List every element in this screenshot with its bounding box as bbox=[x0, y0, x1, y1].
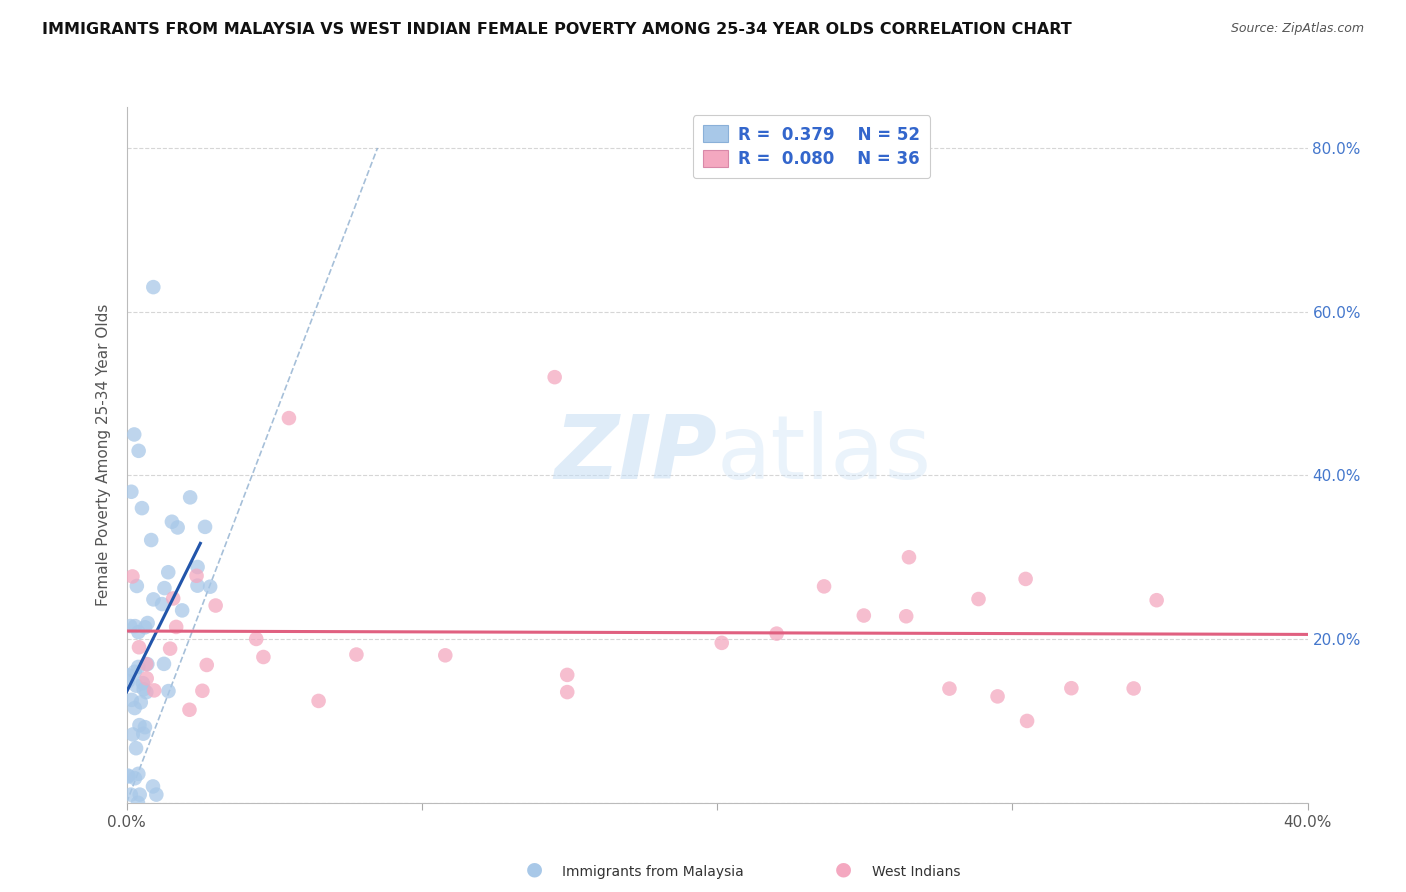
Point bbox=[159, 641, 181, 656]
Point bbox=[134, 720, 156, 734]
Point bbox=[896, 609, 918, 624]
Point bbox=[987, 690, 1010, 704]
Text: ZIP: ZIP bbox=[554, 411, 717, 499]
Point bbox=[142, 592, 165, 607]
Point bbox=[128, 788, 150, 802]
Point bbox=[434, 648, 457, 663]
Point bbox=[346, 648, 368, 662]
Point bbox=[120, 484, 142, 499]
Point bbox=[179, 703, 201, 717]
Point bbox=[125, 579, 148, 593]
Point bbox=[117, 769, 139, 783]
Point bbox=[143, 683, 166, 698]
Point bbox=[308, 694, 330, 708]
Point bbox=[127, 767, 149, 781]
Point bbox=[153, 581, 176, 595]
Point bbox=[132, 727, 155, 741]
Point bbox=[136, 657, 159, 671]
Point bbox=[135, 671, 157, 685]
Point bbox=[135, 685, 157, 699]
Point bbox=[128, 443, 150, 458]
Point bbox=[1014, 572, 1036, 586]
Point bbox=[127, 796, 149, 810]
Point bbox=[245, 632, 267, 646]
Point bbox=[141, 533, 163, 547]
Point bbox=[128, 718, 150, 732]
Point bbox=[252, 650, 274, 665]
Point bbox=[1060, 681, 1083, 696]
Point bbox=[186, 569, 208, 583]
Point bbox=[157, 566, 180, 580]
Point bbox=[187, 560, 209, 574]
Point bbox=[142, 780, 165, 794]
Point bbox=[135, 657, 157, 672]
Point bbox=[813, 579, 835, 593]
Text: Immigrants from Malaysia: Immigrants from Malaysia bbox=[562, 864, 744, 879]
Y-axis label: Female Poverty Among 25-34 Year Olds: Female Poverty Among 25-34 Year Olds bbox=[96, 304, 111, 606]
Text: West Indians: West Indians bbox=[872, 864, 960, 879]
Point bbox=[124, 701, 146, 715]
Point bbox=[165, 620, 187, 634]
Point bbox=[122, 427, 145, 442]
Point bbox=[120, 788, 142, 802]
Point bbox=[198, 580, 221, 594]
Point bbox=[129, 695, 152, 709]
Point bbox=[543, 370, 565, 384]
Point bbox=[142, 280, 165, 294]
Point bbox=[136, 615, 159, 630]
Point bbox=[555, 668, 578, 682]
Point bbox=[186, 579, 208, 593]
Point bbox=[162, 591, 184, 606]
Point bbox=[125, 679, 148, 693]
Point bbox=[132, 676, 155, 690]
Text: atlas: atlas bbox=[717, 411, 932, 499]
Text: IMMIGRANTS FROM MALAYSIA VS WEST INDIAN FEMALE POVERTY AMONG 25-34 YEAR OLDS COR: IMMIGRANTS FROM MALAYSIA VS WEST INDIAN … bbox=[42, 22, 1071, 37]
Text: ●: ● bbox=[526, 860, 543, 879]
Point bbox=[710, 636, 733, 650]
Point bbox=[852, 608, 875, 623]
Point bbox=[204, 599, 226, 613]
Point bbox=[938, 681, 960, 696]
Text: Source: ZipAtlas.com: Source: ZipAtlas.com bbox=[1230, 22, 1364, 36]
Text: ●: ● bbox=[835, 860, 852, 879]
Point bbox=[278, 411, 301, 425]
Point bbox=[555, 685, 578, 699]
Point bbox=[124, 619, 146, 633]
Point bbox=[897, 550, 920, 565]
Point bbox=[124, 665, 146, 679]
Point bbox=[179, 491, 201, 505]
Point bbox=[172, 603, 194, 617]
Point bbox=[145, 788, 167, 802]
Point bbox=[117, 673, 139, 688]
Point bbox=[121, 727, 143, 741]
Point bbox=[117, 770, 139, 784]
Point bbox=[160, 515, 183, 529]
Point bbox=[120, 619, 142, 633]
Point bbox=[124, 771, 146, 785]
Point bbox=[121, 693, 143, 707]
Point bbox=[166, 520, 188, 534]
Point bbox=[765, 626, 787, 640]
Point bbox=[131, 501, 153, 516]
Point bbox=[134, 620, 156, 634]
Point bbox=[150, 597, 173, 611]
Point bbox=[194, 520, 217, 534]
Point bbox=[1122, 681, 1144, 696]
Point bbox=[153, 657, 176, 671]
Point bbox=[127, 660, 149, 674]
Point bbox=[1146, 593, 1168, 607]
Point bbox=[125, 741, 148, 756]
Point bbox=[157, 684, 180, 698]
Point bbox=[1017, 714, 1039, 728]
Point bbox=[132, 682, 155, 697]
Point bbox=[117, 668, 139, 682]
Point bbox=[967, 592, 990, 607]
Point bbox=[191, 683, 214, 698]
Legend: R =  0.379    N = 52, R =  0.080    N = 36: R = 0.379 N = 52, R = 0.080 N = 36 bbox=[693, 115, 929, 178]
Point bbox=[195, 657, 218, 672]
Point bbox=[127, 625, 149, 640]
Point bbox=[121, 569, 143, 583]
Point bbox=[128, 640, 150, 655]
